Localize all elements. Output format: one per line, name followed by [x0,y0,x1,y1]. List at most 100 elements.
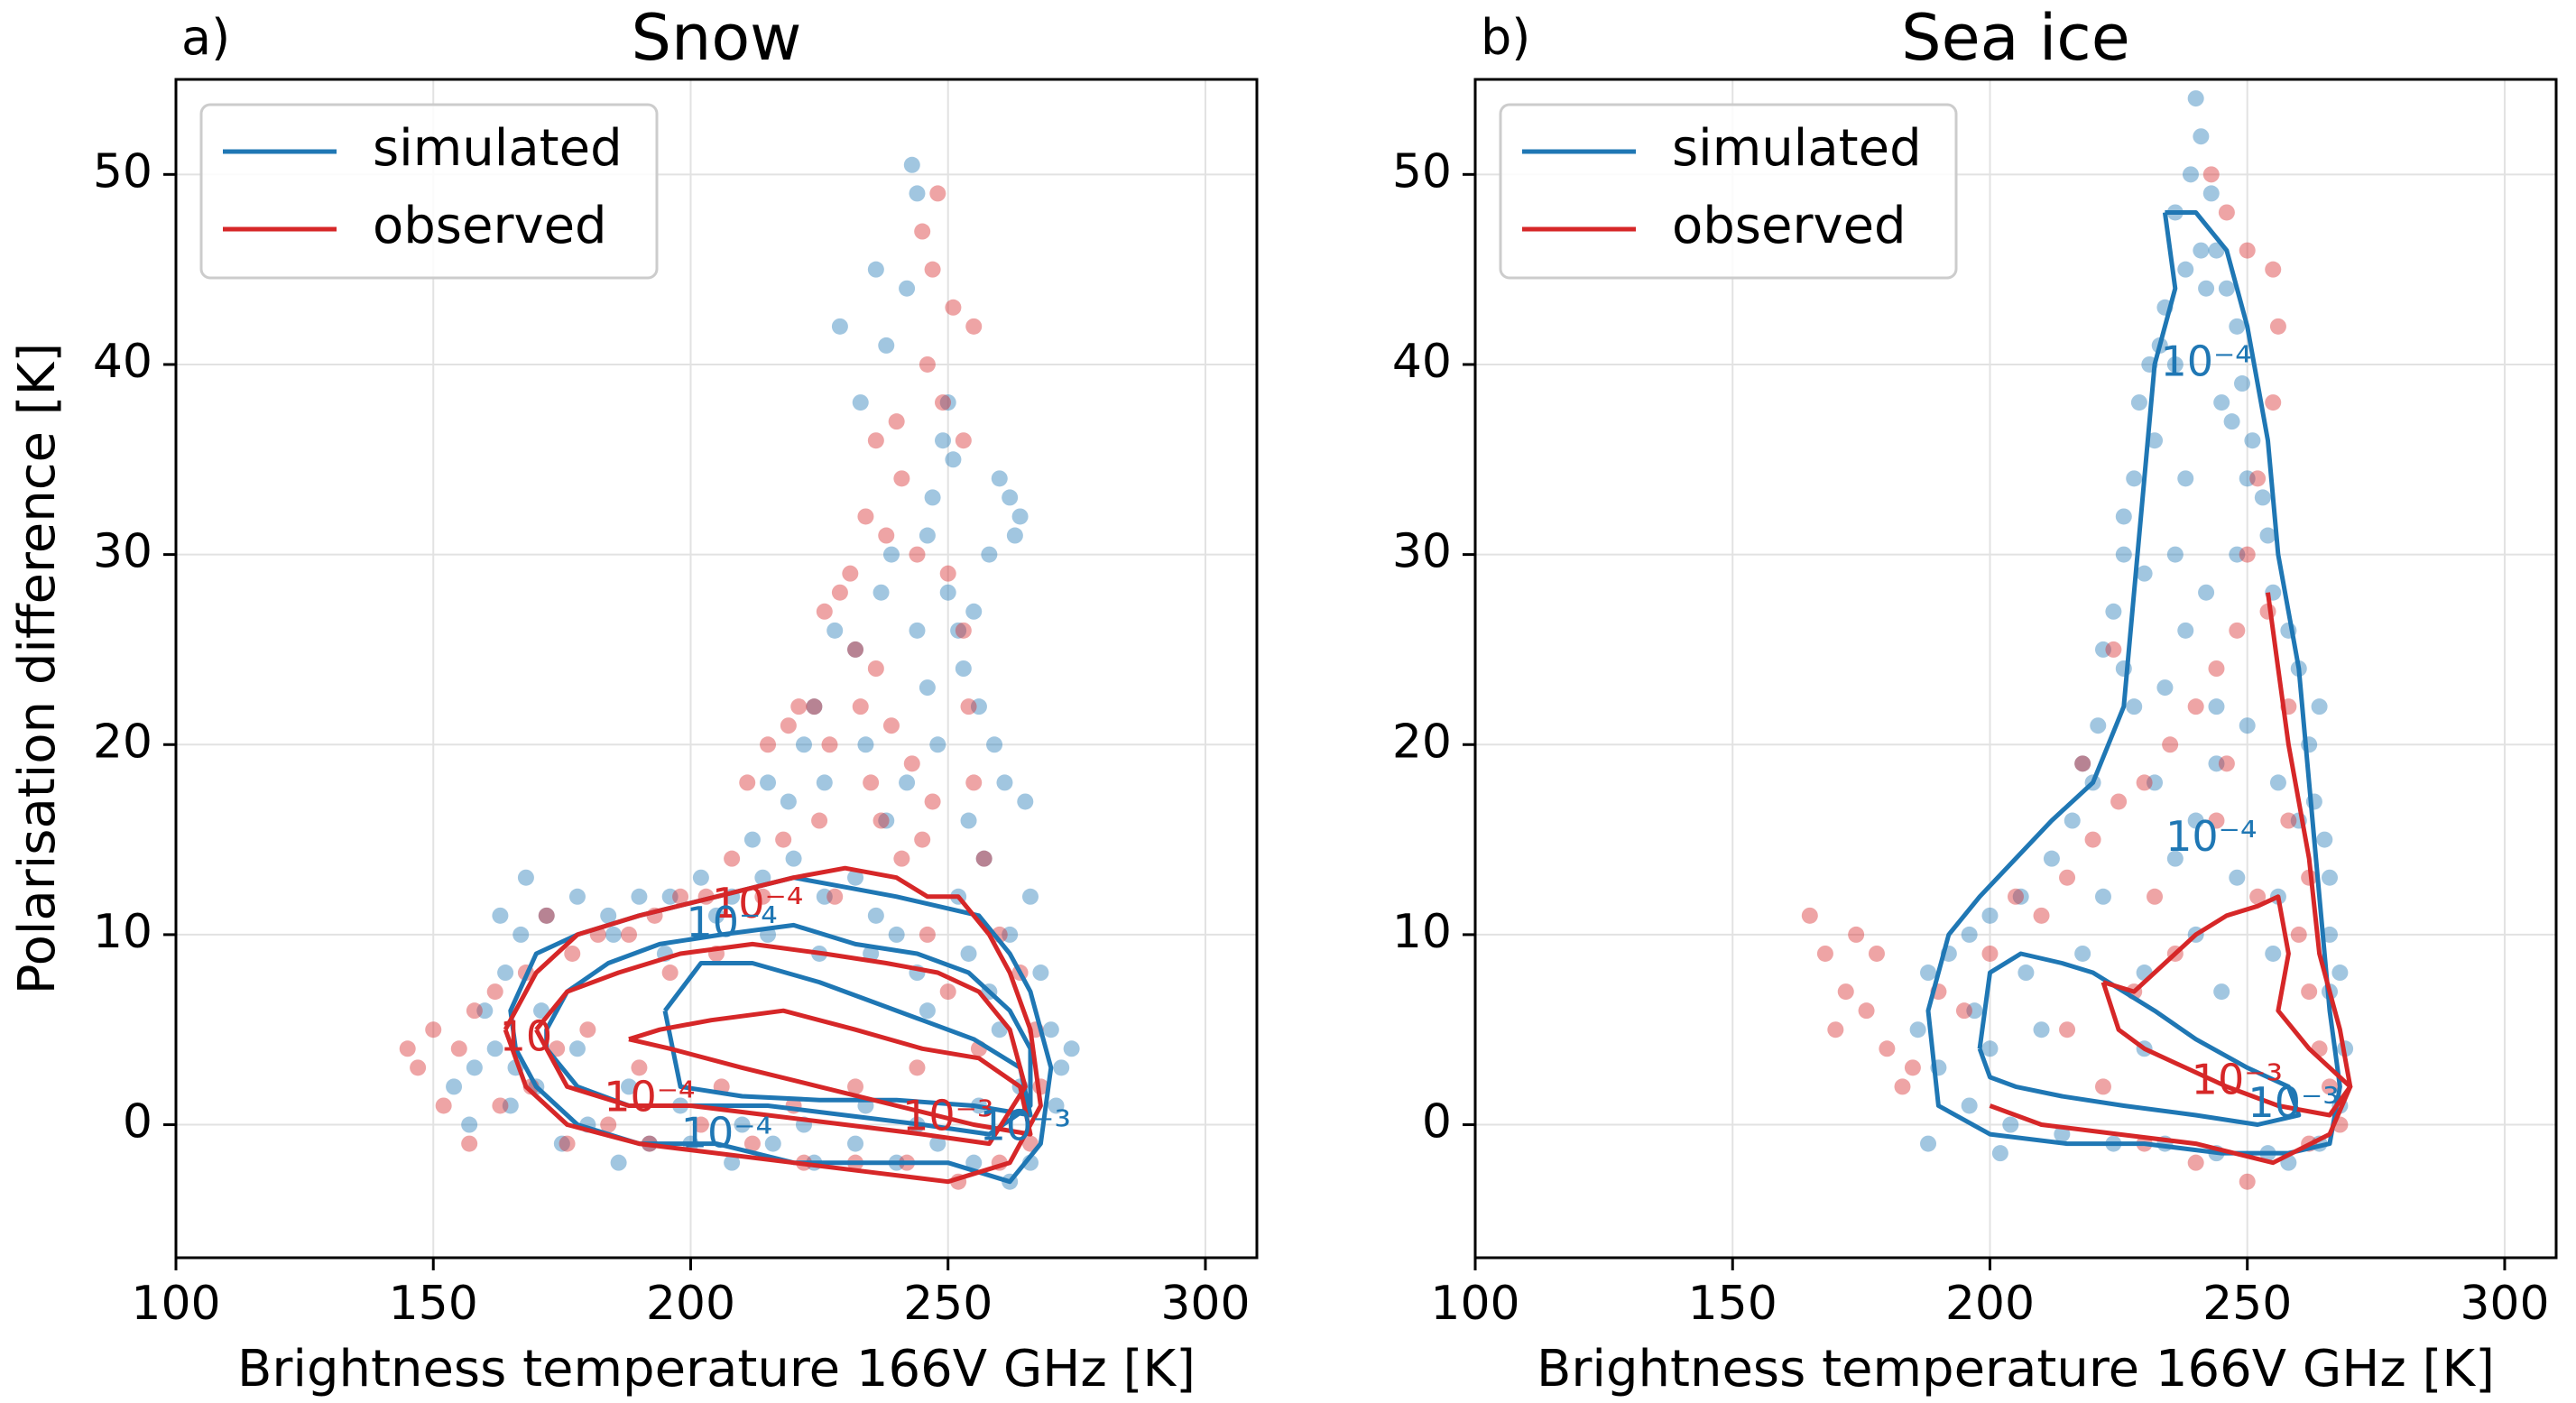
y-tick-label: 10 [1392,905,1452,959]
observed-point [461,1135,478,1152]
observed-point [2321,1078,2338,1095]
simulated-point [661,888,679,905]
simulated-point [2208,755,2225,772]
simulated-point [2213,394,2230,411]
simulated-point [996,774,1013,791]
simulated-point [743,831,761,848]
simulated-point [2166,355,2184,373]
observed-point [672,888,689,905]
observed-point [975,850,993,867]
observed-point [847,641,864,658]
observed-point [939,983,956,1001]
observed-point [579,1021,596,1038]
simulated-point [2126,470,2143,487]
simulated-point [878,337,895,354]
observed-point [631,1059,648,1076]
simulated-point [2229,869,2246,886]
observed-point [893,470,910,487]
simulated-point [847,641,864,658]
observed-point [1868,945,1885,962]
y-tick-label: 20 [93,715,152,769]
x-tick-label: 200 [646,1277,735,1331]
legend-label-observed: observed [373,197,607,255]
observed-point [2265,261,2282,278]
observed-point [450,1040,467,1057]
observed-point [1981,945,1999,962]
observed-point [1894,1078,1911,1095]
simulated-point [847,869,864,886]
observed-point [2249,888,2267,905]
simulated-point [929,736,946,753]
observed-point [811,812,828,829]
simulated-point [939,394,956,411]
simulated-point [1002,489,1019,506]
observed-contour-label: 10⁻³ [902,1092,993,1140]
simulated-point [2202,185,2220,202]
simulated-point [1063,1040,1080,1057]
observed-point [955,432,972,449]
observed-point [492,1097,509,1114]
observed-point [2301,983,2318,1001]
simulated-point [945,451,962,468]
observed-point [2187,1154,2204,1171]
x-tick-label: 200 [1945,1277,2035,1331]
observed-point [2208,812,2225,829]
simulated-point [2115,546,2132,563]
observed-point [888,413,905,430]
observed-point [1904,1059,1921,1076]
observed-point [2239,546,2256,563]
simulated-point [2208,698,2225,715]
simulated-point [2239,470,2256,487]
simulated-point [888,926,905,943]
observed-point [661,965,679,982]
observed-contour [534,941,1028,1147]
simulated-contour-label: 10⁻⁴ [681,1109,772,1158]
y-tick-label: 30 [93,525,152,579]
simulated-point [919,1002,936,1020]
simulated-point [2187,90,2204,107]
simulated-point [878,812,895,829]
observed-point [821,736,838,753]
observed-contour [2101,894,2353,1118]
simulated-point [631,888,648,905]
observed-point [399,1040,416,1057]
simulated-point [517,869,534,886]
simulated-point [2094,888,2111,905]
x-tick-label: 100 [1430,1277,1519,1331]
simulated-point [1920,1135,1937,1152]
simulated-point [2193,128,2210,145]
simulated-point [2054,1126,2071,1143]
observed-contour-label: 10⁻⁴ [712,879,803,928]
simulated-point [2198,584,2215,601]
observed-point [2218,755,2235,772]
simulated-point [2213,983,2230,1001]
simulated-point [764,1135,781,1152]
observed-contour-label: 10⁻³ [2192,1056,2283,1104]
simulated-point [2259,527,2276,544]
simulated-point [2074,755,2091,772]
x-tick-label: 300 [2460,1277,2549,1331]
observed-point [2269,318,2286,335]
chart-title: Snow [632,1,802,75]
simulated-point [734,1116,751,1133]
simulated-point [2002,1116,2019,1133]
simulated-point [724,1154,741,1171]
simulated-point [2130,394,2147,411]
observed-point [847,1078,864,1095]
observed-point [754,888,771,905]
observed-point [2094,1078,2111,1095]
observed-point [692,1116,709,1133]
x-tick-label: 250 [903,1277,993,1331]
simulated-point [960,812,977,829]
observed-point [924,793,941,810]
simulated-point [991,470,1008,487]
simulated-point [1981,907,1999,924]
simulated-point [2017,965,2035,982]
observed-point [621,926,638,943]
observed-point [939,565,956,582]
simulated-point [960,945,977,962]
simulated-point [2311,698,2328,715]
simulated-point [1048,1097,1065,1114]
legend: simulated observed [199,103,659,280]
